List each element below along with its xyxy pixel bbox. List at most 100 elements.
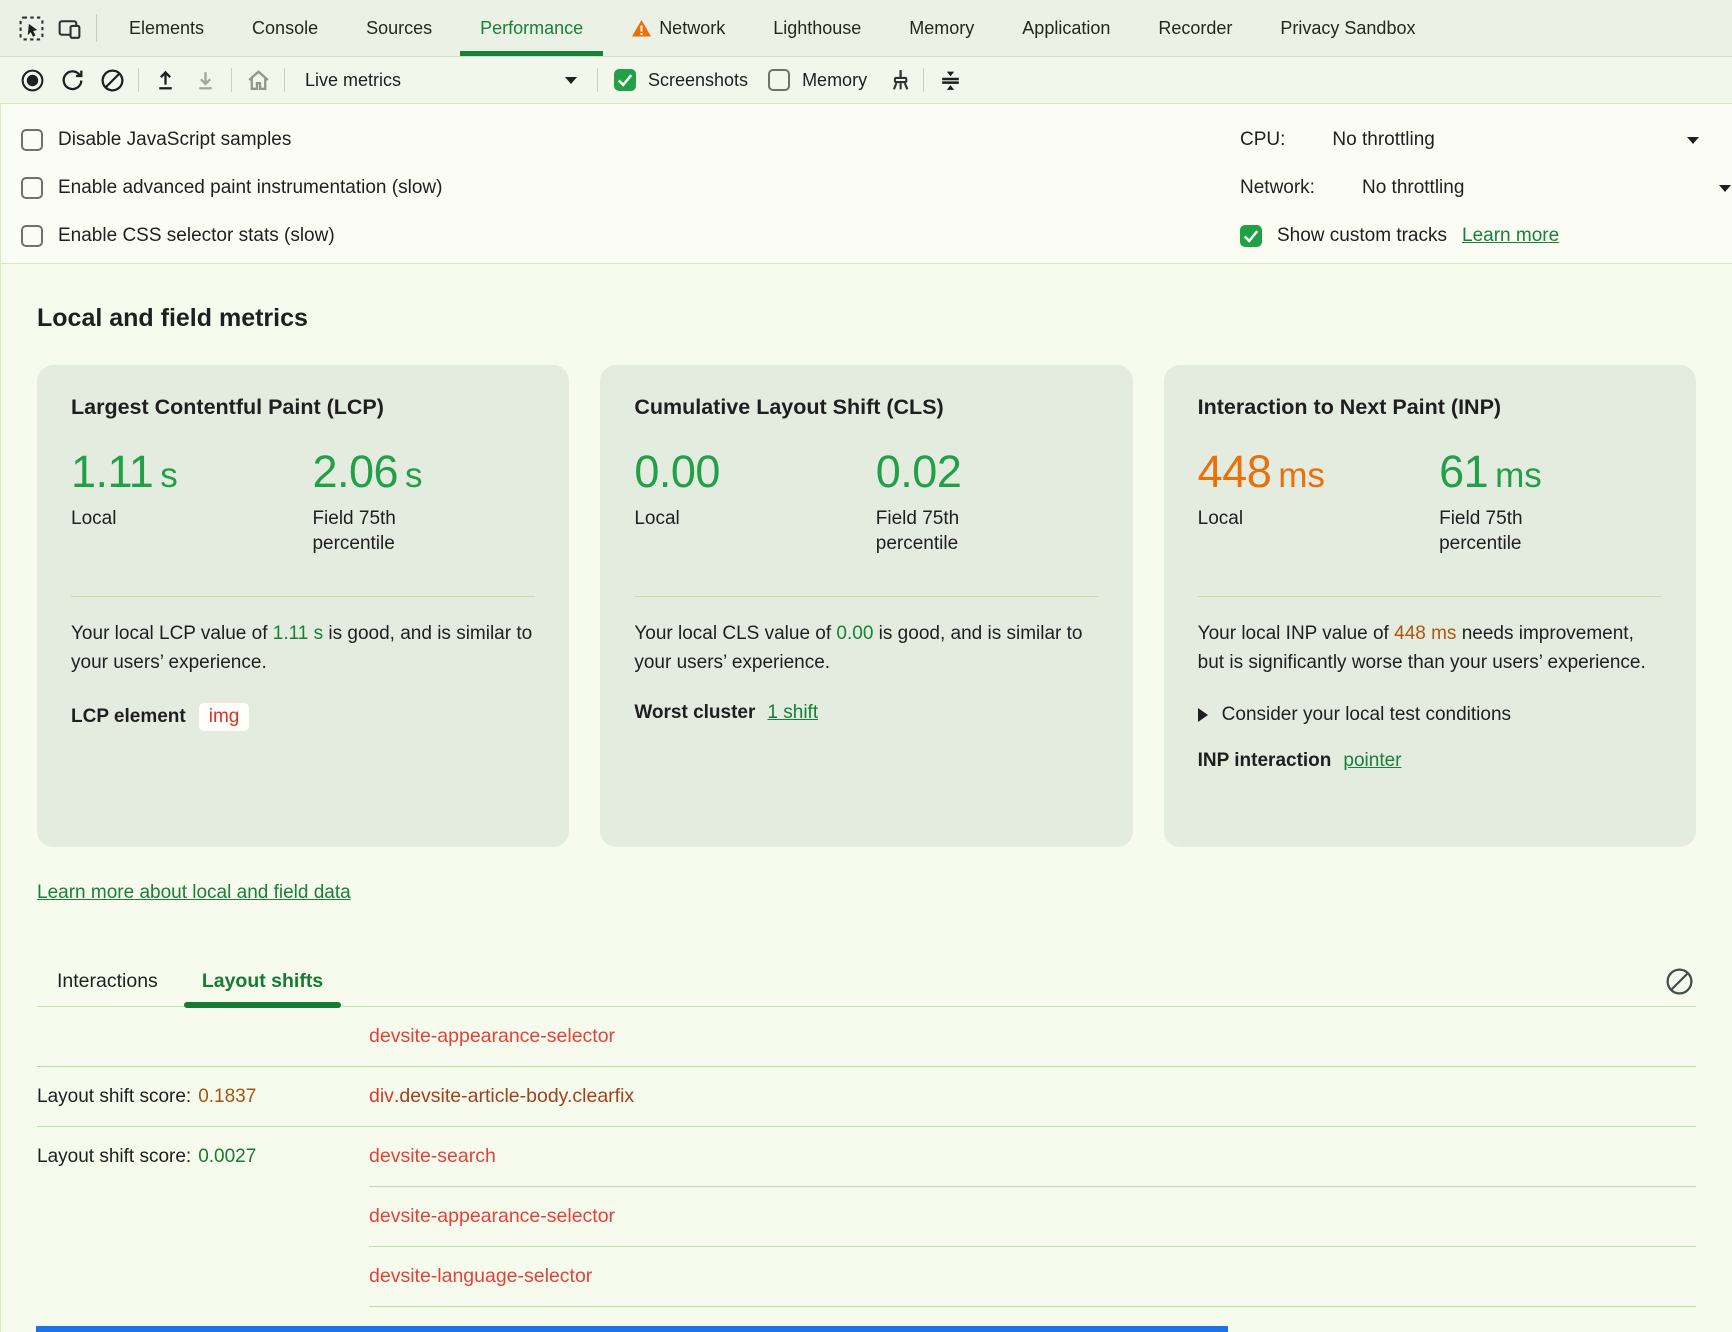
live-metrics-home-button[interactable] <box>238 61 278 99</box>
shift-element-link[interactable]: devsite-appearance-selector <box>369 1205 616 1227</box>
record-icon <box>19 67 46 94</box>
tab-label: Privacy Sandbox <box>1280 17 1416 38</box>
css-selector-stats-checkbox[interactable] <box>21 225 43 247</box>
collect-garbage-button[interactable] <box>877 61 917 99</box>
tab-console[interactable]: Console <box>228 0 342 56</box>
card-divider <box>71 596 536 597</box>
lcp-element-chip[interactable]: img <box>197 701 251 732</box>
toolbar-separator <box>231 68 232 92</box>
history-dropdown[interactable]: Live metrics <box>291 70 591 91</box>
shift-element-link[interactable]: devsite-search <box>369 1145 496 1167</box>
tab-elements[interactable]: Elements <box>105 0 228 56</box>
inp-interaction-link[interactable]: pointer <box>1343 749 1402 771</box>
capture-options-section: Disable JavaScript samples Enable advanc… <box>0 104 1732 264</box>
lcp-description: Your local LCP value of 1.11 s is good, … <box>71 619 535 678</box>
save-profile-button[interactable] <box>185 61 225 99</box>
load-profile-button[interactable] <box>145 61 185 99</box>
tab-sources[interactable]: Sources <box>342 0 456 56</box>
tab-performance[interactable]: Performance <box>456 0 607 56</box>
cpu-throttling-select[interactable]: CPU: No throttling <box>1240 116 1732 164</box>
desc-text: Your local LCP value of <box>71 623 273 644</box>
memory-checkbox-row[interactable]: Memory <box>768 69 867 91</box>
tabbar-separator <box>96 14 97 42</box>
custom-tracks-learn-more-link[interactable]: Learn more <box>1462 225 1560 246</box>
table-row[interactable]: devsite-appearance-selector <box>37 1187 1696 1247</box>
layout-shift-rows: devsite-appearance-selector Layout shift… <box>37 1007 1696 1332</box>
custom-tracks-label: Show custom tracks <box>1277 225 1447 246</box>
tab-label: Network <box>659 17 726 38</box>
lcp-card-title: Largest Contentful Paint (LCP) <box>71 395 384 419</box>
advanced-paint-instrumentation-row[interactable]: Enable advanced paint instrumentation (s… <box>21 164 1732 212</box>
table-row[interactable]: Layout shift score: 0.1837 div .devsite-ar… <box>37 1067 1696 1127</box>
shift-element-link[interactable]: devsite-appearance-selector <box>369 1025 616 1047</box>
shift-element-link[interactable]: div .devsite-article-body.clearfix <box>369 1067 1696 1126</box>
tab-layout-shifts[interactable]: Layout shifts <box>183 962 342 1008</box>
desc-text: Your local CLS value of <box>634 623 837 644</box>
download-icon <box>192 67 219 94</box>
network-throttling-select[interactable]: Network: No throttling <box>1240 164 1732 212</box>
inp-description: Your local INP value of 448 ms needs imp… <box>1198 619 1662 678</box>
css-selector-stats-row[interactable]: Enable CSS selector stats (slow) <box>21 212 1732 260</box>
inspect-element-button[interactable] <box>12 0 50 56</box>
tab-label: Layout shifts <box>201 970 324 992</box>
table-row[interactable]: devsite-appearance-selector <box>37 1007 1696 1067</box>
table-row[interactable]: devsite-language-selector <box>37 1247 1696 1307</box>
memory-checkbox[interactable] <box>768 69 791 91</box>
desc-text: is good, and is similar to your users’ e… <box>71 623 533 674</box>
cls-card: Cumulative Layout Shift (CLS) 0.00 Local… <box>600 365 1133 847</box>
consider-local-conditions-expander[interactable]: Consider your local test conditions <box>1197 704 1662 726</box>
desc-text: is good, and is similar to your users’ e… <box>634 623 1083 674</box>
cls-field-value: 0.02 <box>875 446 962 497</box>
history-dropdown-value: Live metrics <box>305 69 402 90</box>
tab-memory[interactable]: Memory <box>885 0 998 56</box>
shift-score-value: 0.0027 <box>198 1146 257 1167</box>
local-field-data-learn-more-link[interactable]: Learn more about local and field data <box>37 882 351 903</box>
network-label: Network: <box>1240 177 1315 198</box>
cpu-label: CPU: <box>1240 129 1286 150</box>
checkbox-label: Disable JavaScript samples <box>58 129 292 150</box>
cls-card-title: Cumulative Layout Shift (CLS) <box>634 395 944 419</box>
clear-shift-log-button[interactable] <box>1663 965 1696 998</box>
page-title: Local and field metrics <box>37 304 308 332</box>
record-button[interactable] <box>12 61 52 99</box>
tab-label: Console <box>252 17 319 38</box>
screenshots-checkbox-row[interactable]: Screenshots <box>614 69 748 91</box>
tab-label: Sources <box>366 17 433 38</box>
panel-bottom-accent-bar <box>36 1326 1228 1332</box>
chevron-down-icon <box>1719 184 1731 192</box>
disable-js-samples-checkbox[interactable] <box>21 129 43 151</box>
advanced-paint-instrumentation-checkbox[interactable] <box>21 177 43 199</box>
field-label: Field 75th percentile <box>312 508 396 554</box>
toolbar-separator <box>597 68 598 92</box>
screenshots-checkbox[interactable] <box>614 69 636 91</box>
tab-label: Application <box>1022 17 1111 38</box>
collapse-view-button[interactable] <box>930 61 970 99</box>
tab-interactions[interactable]: Interactions <box>55 962 160 1006</box>
device-toolbar-button[interactable] <box>50 0 88 56</box>
worst-cluster-link[interactable]: 1 shift <box>767 701 819 723</box>
chevron-down-icon <box>1687 136 1699 144</box>
tab-recorder[interactable]: Recorder <box>1134 0 1256 56</box>
shift-element-link[interactable]: devsite-language-selector <box>369 1265 593 1287</box>
clear-button[interactable] <box>92 61 132 99</box>
tab-network[interactable]: Network <box>607 0 749 56</box>
cls-local-value: 0.00 <box>634 446 720 497</box>
upload-icon <box>152 67 179 94</box>
table-row[interactable]: Layout shift score: 0.0027 devsite-search <box>37 1127 1696 1187</box>
inp-field-unit: ms <box>1495 456 1542 495</box>
broom-icon <box>884 67 911 94</box>
disable-js-samples-row[interactable]: Disable JavaScript samples <box>21 116 1732 164</box>
field-label: Field 75th percentile <box>875 508 960 554</box>
tab-application[interactable]: Application <box>998 0 1134 56</box>
check-icon <box>1243 230 1259 243</box>
tab-privacy-sandbox[interactable]: Privacy Sandbox <box>1256 0 1439 56</box>
tab-label: Lighthouse <box>773 17 862 38</box>
show-custom-tracks-row[interactable]: Show custom tracks Learn more <box>1240 212 1732 260</box>
inp-local-value: 448 <box>1197 446 1272 497</box>
record-and-reload-button[interactable] <box>52 61 92 99</box>
field-label: Field 75th percentile <box>1439 508 1523 554</box>
show-custom-tracks-checkbox[interactable] <box>1240 225 1262 247</box>
lcp-card: Largest Contentful Paint (LCP) 1.11 s Loc… <box>37 365 570 847</box>
checkbox-label: Enable CSS selector stats (slow) <box>58 225 335 246</box>
tab-lighthouse[interactable]: Lighthouse <box>749 0 885 56</box>
